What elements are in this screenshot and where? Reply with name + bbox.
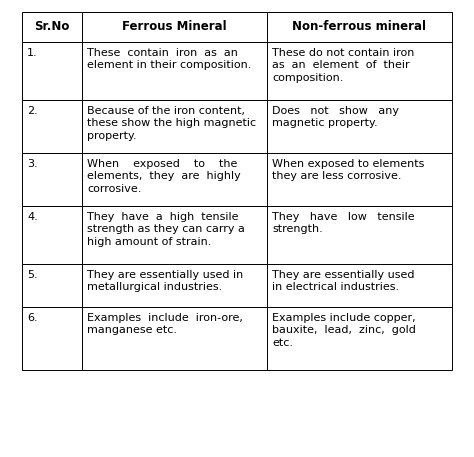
Text: element in their composition.: element in their composition. [87, 60, 251, 70]
Text: Because of the iron content,: Because of the iron content, [87, 106, 245, 116]
Text: composition.: composition. [272, 73, 343, 83]
Text: They   have   low   tensile: They have low tensile [272, 212, 415, 222]
Text: corrosive.: corrosive. [87, 184, 141, 194]
Text: Non-ferrous mineral: Non-ferrous mineral [292, 21, 427, 33]
Bar [267, 307, 452, 370]
Bar [267, 42, 452, 100]
Text: 6.: 6. [27, 313, 37, 323]
Bar [22, 100, 82, 153]
Bar [22, 307, 82, 370]
Text: in electrical industries.: in electrical industries. [272, 282, 399, 292]
Text: These do not contain iron: These do not contain iron [272, 48, 414, 58]
Text: metallurgical industries.: metallurgical industries. [87, 282, 222, 292]
Bar [82, 153, 267, 206]
Text: When exposed to elements: When exposed to elements [272, 159, 424, 169]
Bar [82, 307, 267, 370]
Text: high amount of strain.: high amount of strain. [87, 237, 211, 247]
Text: 4.: 4. [27, 212, 38, 222]
Text: manganese etc.: manganese etc. [87, 325, 177, 335]
Text: Examples include copper,: Examples include copper, [272, 313, 416, 323]
Text: Does   not   show   any: Does not show any [272, 106, 399, 116]
Bar [267, 264, 452, 307]
Bar [22, 206, 82, 264]
Bar [267, 100, 452, 153]
Text: elements,  they  are  highly: elements, they are highly [87, 171, 241, 181]
Bar [82, 42, 267, 100]
Bar [267, 206, 452, 264]
Bar [22, 42, 82, 100]
Text: as  an  element  of  their: as an element of their [272, 60, 410, 70]
Text: These  contain  iron  as  an: These contain iron as an [87, 48, 238, 58]
Bar [267, 153, 452, 206]
Text: Ferrous Mineral: Ferrous Mineral [122, 21, 227, 33]
Text: They  have  a  high  tensile: They have a high tensile [87, 212, 238, 222]
Bar [267, 12, 452, 42]
Text: 2.: 2. [27, 106, 38, 116]
Text: 5.: 5. [27, 270, 37, 280]
Text: When    exposed    to    the: When exposed to the [87, 159, 237, 169]
Bar [82, 12, 267, 42]
Text: these show the high magnetic: these show the high magnetic [87, 118, 256, 128]
Text: Sr.No: Sr.No [34, 21, 70, 33]
Bar [82, 206, 267, 264]
Bar [82, 100, 267, 153]
Text: 1.: 1. [27, 48, 37, 58]
Bar [22, 153, 82, 206]
Text: They are essentially used: They are essentially used [272, 270, 414, 280]
Text: strength.: strength. [272, 224, 323, 234]
Bar [82, 264, 267, 307]
Text: magnetic property.: magnetic property. [272, 118, 378, 128]
Bar [22, 12, 82, 42]
Text: They are essentially used in: They are essentially used in [87, 270, 243, 280]
Text: they are less corrosive.: they are less corrosive. [272, 171, 401, 181]
Text: Examples  include  iron-ore,: Examples include iron-ore, [87, 313, 243, 323]
Text: etc.: etc. [272, 338, 293, 348]
Text: 3.: 3. [27, 159, 37, 169]
Text: property.: property. [87, 131, 137, 141]
Text: strength as they can carry a: strength as they can carry a [87, 224, 245, 234]
Bar [22, 264, 82, 307]
Text: bauxite,  lead,  zinc,  gold: bauxite, lead, zinc, gold [272, 325, 416, 335]
